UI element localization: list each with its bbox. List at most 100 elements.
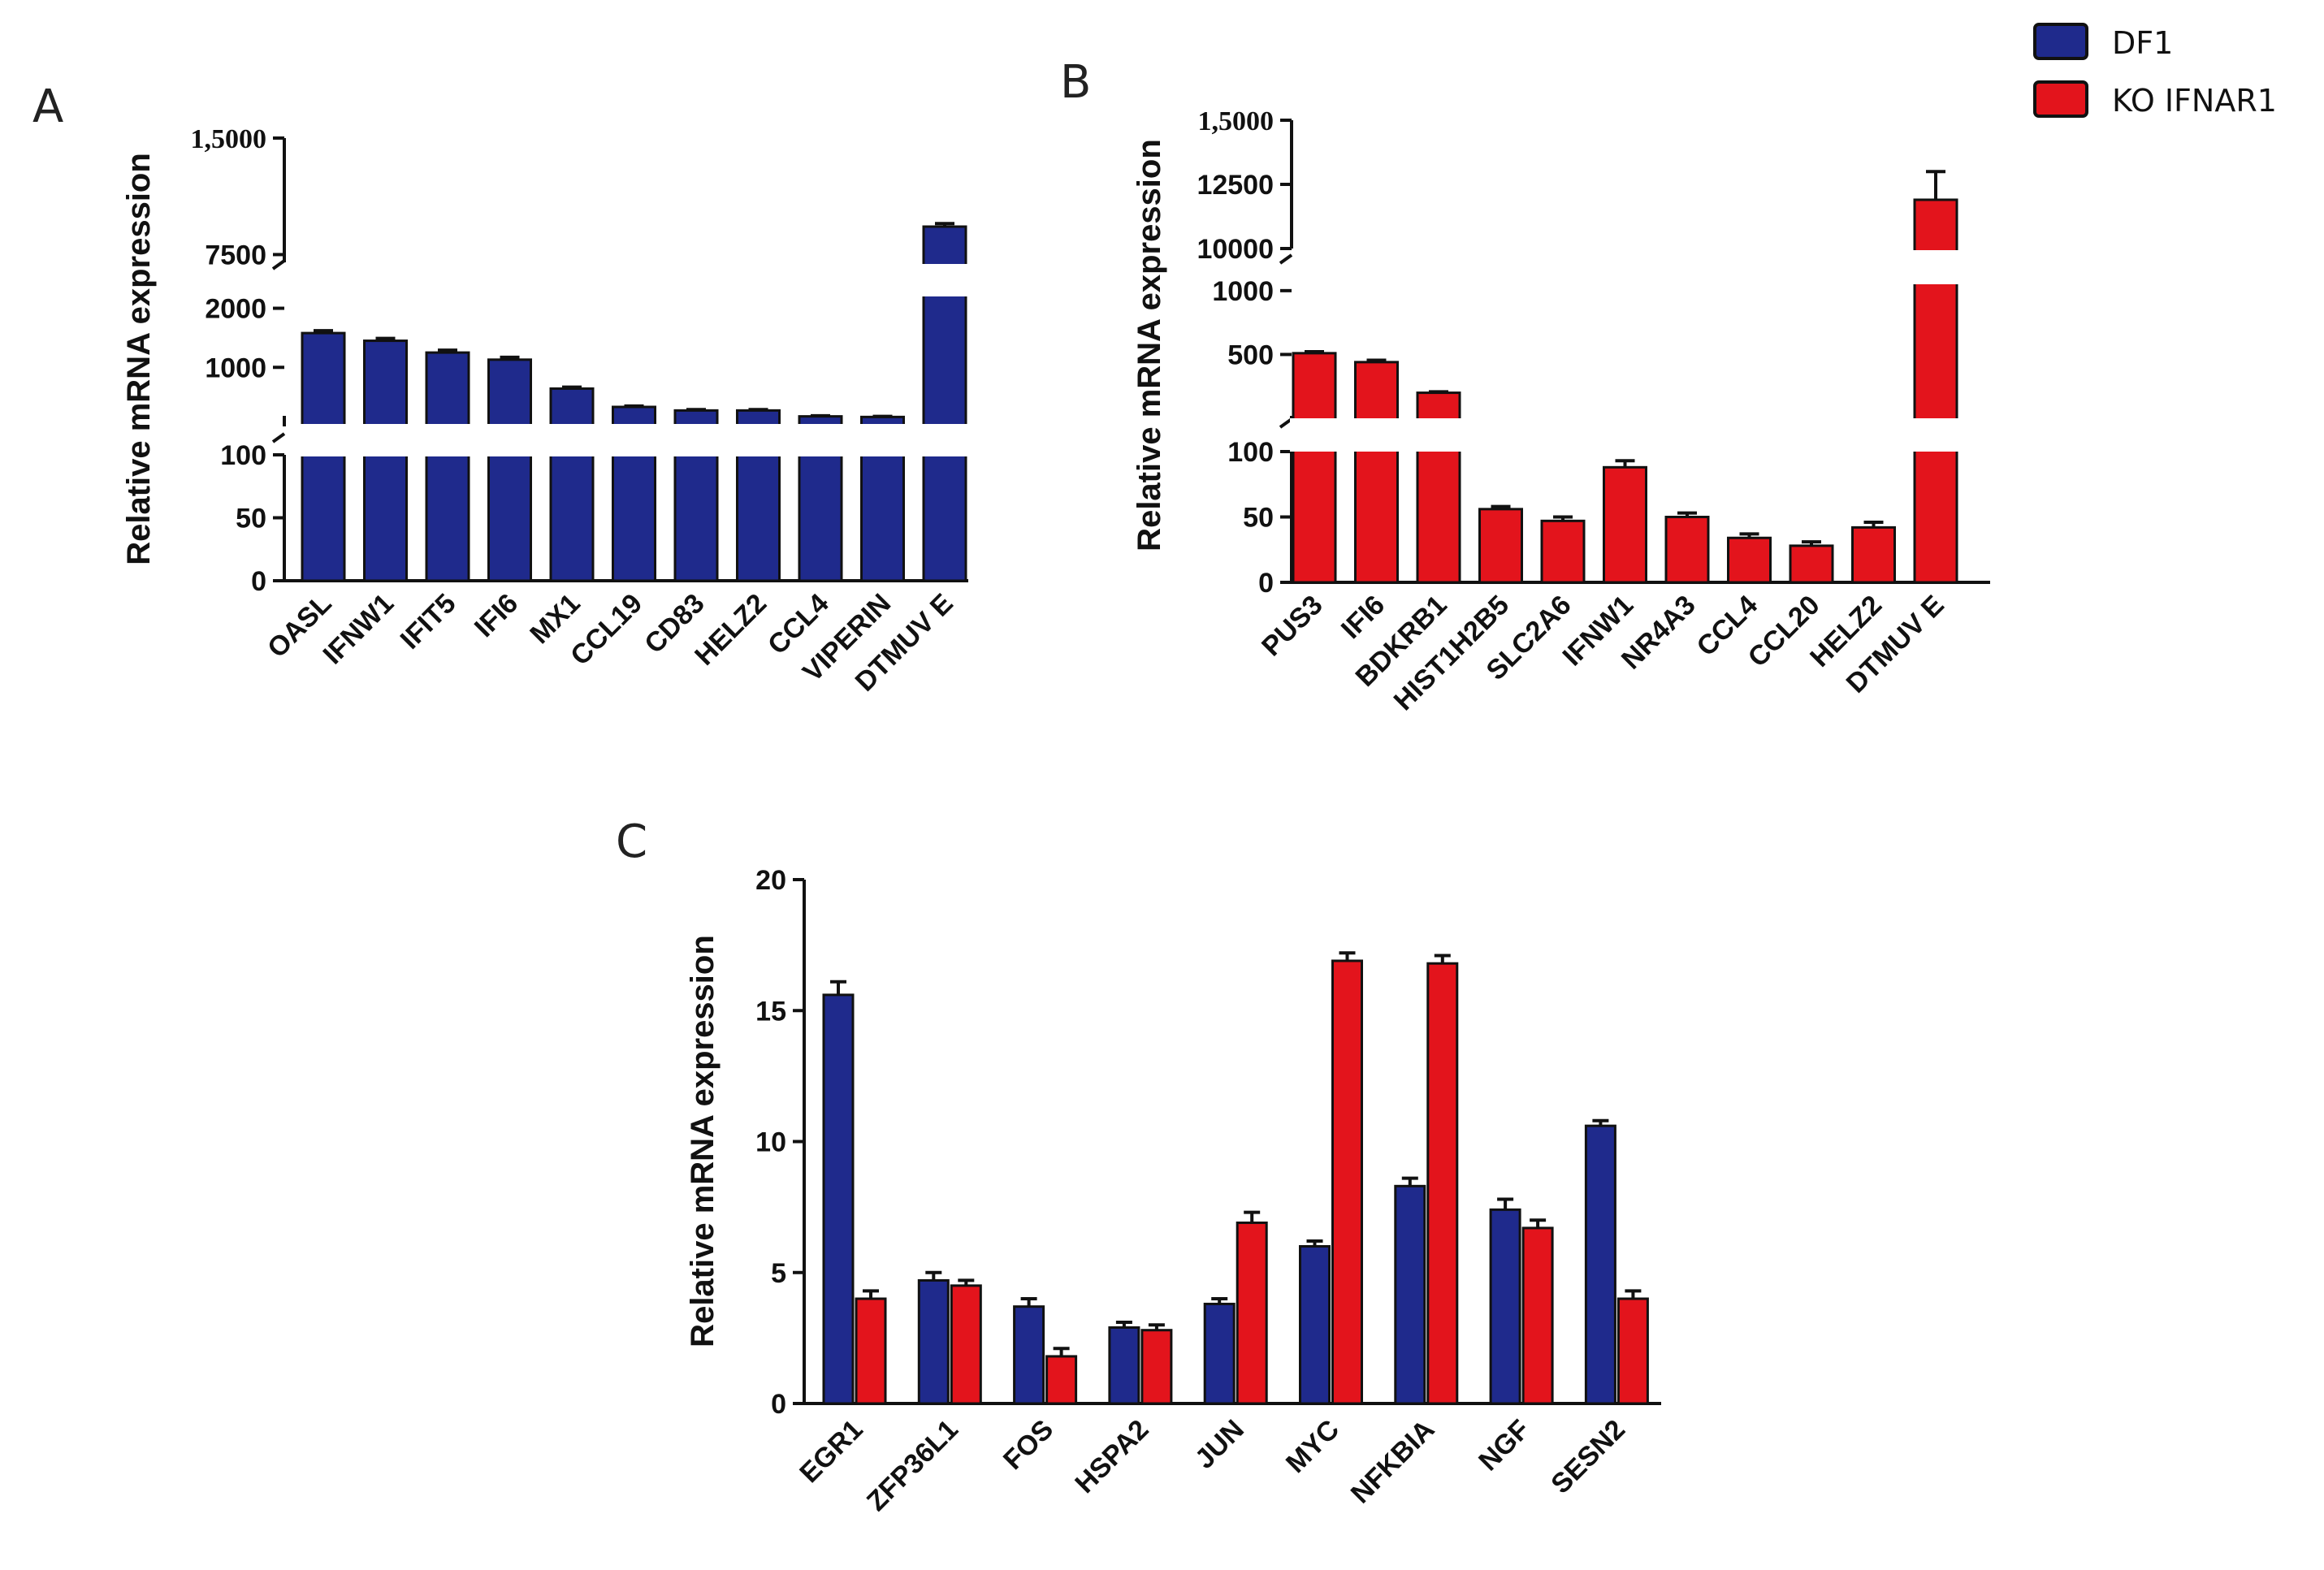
panel-letter-c: C: [616, 815, 647, 868]
axis-break-mark: [1279, 253, 1293, 265]
bar-ngf-ko-ifnar1: [1521, 1226, 1554, 1405]
bar-ifit5: [425, 351, 470, 582]
y-tick-label: 2000: [205, 294, 266, 325]
bar-nfkbia-ko-ifnar1: [1426, 962, 1459, 1405]
y-tick-label: 0: [1258, 568, 1274, 599]
bar-break-gap: [485, 424, 534, 456]
bar-mx1: [549, 387, 595, 582]
y-tick-label: 0: [251, 566, 266, 597]
y-tick-label: 0: [771, 1389, 786, 1420]
bar-jun-ko-ifnar1: [1236, 1221, 1268, 1405]
bar-break-gap: [796, 424, 845, 456]
category-label-ifnw1: IFNW1: [317, 588, 400, 671]
bar-ngf-df1: [1489, 1208, 1521, 1405]
bar-helz2: [1851, 525, 1896, 584]
y-tick-label: 20: [755, 865, 786, 896]
bar-break-gap: [672, 424, 721, 456]
panel-letter-a: A: [32, 80, 63, 133]
category-label-ifi6: IFI6: [469, 588, 524, 643]
panel-letter-b: B: [1060, 56, 1091, 109]
legend: DF1 KO IFNAR1: [2033, 23, 2277, 119]
category-label-ccl19: CCL19: [565, 588, 648, 672]
bar-ccl4: [1727, 536, 1772, 584]
bar-hspa2-ko-ifnar1: [1140, 1329, 1173, 1405]
y-tick-label: 1,5000: [1198, 106, 1275, 136]
bar-break-gap: [423, 424, 472, 456]
bar-break-gap: [920, 264, 969, 296]
axis-break-mark: [271, 432, 286, 443]
bar-ifnw1: [1603, 465, 1647, 584]
bar-break-gap: [609, 424, 659, 456]
legend-swatch-ko: [2033, 80, 2088, 118]
y-tick-label: 50: [236, 504, 266, 534]
bar-slc2a6: [1540, 519, 1586, 584]
category-label-nfkbia: NFKBIA: [1345, 1414, 1441, 1510]
bar-egr1-ko-ifnar1: [855, 1297, 887, 1405]
bar-break-gap: [361, 424, 410, 456]
bar-sesn2-df1: [1584, 1124, 1616, 1405]
y-tick-label: 10000: [1197, 234, 1274, 265]
y-tick-label: 500: [1227, 340, 1274, 370]
bar-break-gap: [734, 424, 783, 456]
panel-a-chart: Relative mRNA expression 0 50 100 1000 2000 75…: [121, 124, 969, 698]
bar-break-gap: [1414, 418, 1463, 452]
y-tick-label: 1,5000: [191, 124, 267, 154]
category-label-helz2: HELZ2: [689, 588, 773, 672]
bar-ccl20: [1789, 544, 1834, 584]
bar-jun-df1: [1203, 1302, 1236, 1405]
bar-oasl: [301, 331, 346, 582]
y-tick-label: 100: [1227, 437, 1274, 468]
y-tick-label: 12500: [1197, 170, 1274, 201]
bar-pus3: [1292, 352, 1337, 584]
category-label-pus3: PUS3: [1256, 590, 1329, 663]
bar-hist1h2b5: [1478, 508, 1523, 584]
y-tick-label: 100: [220, 440, 266, 471]
bar-nr4a3: [1664, 516, 1710, 584]
y-tick-label: 1000: [205, 352, 266, 383]
bar-fos-df1: [1013, 1305, 1045, 1405]
category-label-ifi6: IFI6: [1335, 590, 1391, 645]
bar-break-gap: [1290, 418, 1339, 452]
category-label-myc: MYC: [1280, 1414, 1345, 1479]
bar-break-gap: [547, 424, 596, 456]
bar-break-gap: [1911, 418, 1960, 452]
y-tick-label: 15: [755, 996, 786, 1027]
category-label-egr1: EGR1: [794, 1414, 868, 1489]
bar-ifnw1: [363, 340, 408, 582]
y-axis-label: Relative mRNA expression: [121, 153, 157, 565]
axis-break-mark: [1279, 417, 1293, 429]
y-tick-label: 1000: [1212, 276, 1274, 307]
bar-break-gap: [299, 424, 348, 456]
legend-label-df1: DF1: [2112, 25, 2173, 61]
axis-break-mark: [271, 259, 286, 270]
bar-ifi6: [487, 358, 532, 582]
bar-egr1-df1: [822, 993, 855, 1405]
bar-hspa2-df1: [1108, 1326, 1140, 1405]
panel-b-chart: Relative mRNA expression 0 50 100 500 1000 100…: [1132, 106, 1990, 716]
y-tick-label: 10: [755, 1127, 786, 1158]
bar-break-gap: [1911, 250, 1960, 284]
category-label-zfp36l1: ZFP36L1: [861, 1414, 964, 1517]
bar-break-gap: [920, 424, 969, 456]
legend-label-ko: KO IFNAR1: [2112, 83, 2277, 119]
bar-nfkbia-df1: [1394, 1184, 1426, 1405]
category-label-fos: FOS: [998, 1414, 1059, 1476]
category-label-sesn2: SESN2: [1545, 1414, 1631, 1500]
legend-swatch-df1: [2033, 23, 2088, 60]
bar-break-gap: [858, 424, 907, 456]
category-label-hspa2: HSPA2: [1069, 1414, 1154, 1499]
y-axis-label: Relative mRNA expression: [685, 935, 721, 1347]
bar-zfp36l1-ko-ifnar1: [950, 1284, 982, 1405]
bar-myc-df1: [1299, 1245, 1331, 1405]
category-label-ifit5: IFIT5: [395, 588, 462, 655]
bar-break-gap: [1352, 418, 1401, 452]
y-axis-label: Relative mRNA expression: [1132, 139, 1167, 551]
panel-c-chart: Relative mRNA expression 0 5 10 15 20 EGR1ZFP3…: [685, 865, 1661, 1517]
bar-zfp36l1-df1: [917, 1278, 950, 1405]
bar-myc-ko-ifnar1: [1331, 959, 1363, 1405]
y-tick-label: 5: [771, 1258, 786, 1289]
bar-ifi6: [1354, 361, 1399, 584]
category-label-ngf: NGF: [1473, 1414, 1536, 1477]
bar-fos-ko-ifnar1: [1045, 1355, 1078, 1405]
y-tick-label: 50: [1243, 503, 1274, 534]
